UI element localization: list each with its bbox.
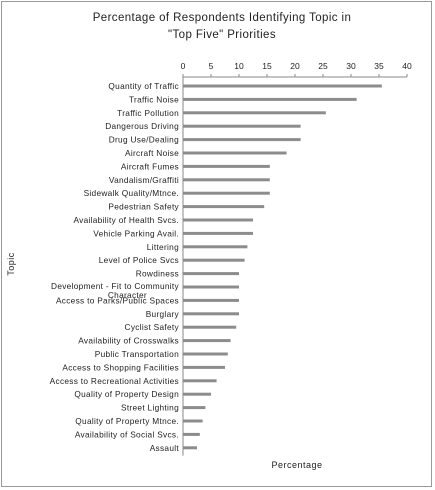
category-label: Quantity of Traffic [108, 81, 179, 91]
plot-area: 0 5 10 15 20 25 30 35 40 Quantity of Traffic Traff… [50, 61, 412, 456]
x-tick-label: 15 [262, 61, 272, 71]
chart-title-line-2: "Top Five" Priorities [168, 29, 276, 41]
category-label: Burglary [146, 309, 180, 319]
x-tick-label: 0 [181, 61, 186, 71]
x-tick-label: 35 [374, 61, 384, 71]
category-label: Access to Parks/Public Spaces [56, 295, 179, 305]
category-label: Aircraft Fumes [121, 161, 179, 171]
bar [183, 258, 245, 262]
category-label: Availability of Social Svcs. [75, 429, 179, 439]
category-label: Littering [147, 242, 179, 252]
bar [183, 325, 237, 329]
bar [183, 178, 270, 182]
bar [183, 419, 203, 423]
category-label: Traffic Pollution [117, 108, 179, 118]
category-label: Access to Shopping Facilities [62, 362, 179, 372]
category-label: Vehicle Parking Avail. [93, 228, 179, 238]
chart-title-line-1: Percentage of Respondents Identifying To… [93, 12, 352, 24]
bar [183, 191, 270, 195]
category-label: Aircraft Noise [125, 148, 179, 158]
bar [183, 379, 217, 383]
category-label: Traffic Noise [129, 94, 179, 104]
category-label: Rowdiness [136, 269, 179, 279]
x-tick-label: 30 [346, 61, 356, 71]
category-label: Dangerous Driving [105, 121, 179, 131]
bar [183, 406, 206, 410]
x-tick-label: 20 [290, 61, 300, 71]
bar [183, 218, 253, 222]
bar [183, 205, 265, 209]
category-label: Assault [150, 443, 180, 453]
x-tick-label: 25 [318, 61, 328, 71]
category-label: Street Lighting [121, 403, 179, 413]
bar [183, 164, 270, 168]
bar [183, 272, 239, 276]
category-label: Pedestrian Safety [108, 202, 179, 212]
bar [183, 138, 301, 142]
bar [183, 392, 211, 396]
bar [183, 432, 200, 436]
category-label: Level of Police Svcs [99, 255, 179, 265]
bar [183, 312, 239, 316]
bar [183, 97, 357, 101]
category-label: Drug Use/Dealing [109, 135, 179, 145]
category-label: Sidewalk Quality/Mtnce. [84, 188, 179, 198]
category-label: Public Transportation [95, 349, 179, 359]
bar [183, 339, 231, 343]
bar [183, 124, 301, 128]
bar [183, 365, 225, 369]
category-label: Availability of Crosswalks [78, 336, 179, 346]
bar [183, 298, 239, 302]
category-label: Development - Fit to Community Character [51, 281, 180, 300]
bar [183, 245, 248, 249]
y-axis-label: Topic [6, 252, 16, 276]
x-tick-label: 5 [209, 61, 214, 71]
bar [183, 84, 382, 88]
category-label: Vandalism/Graffiti [109, 175, 179, 185]
bar [183, 352, 228, 356]
category-label: Access to Recreational Activities [50, 376, 179, 386]
category-label: Availability of Health Svcs. [73, 215, 179, 225]
bar [183, 151, 287, 155]
x-axis-label: Percentage [271, 460, 322, 470]
category-label: Quality of Property Design [74, 389, 179, 399]
bar [183, 285, 239, 289]
x-tick-label: 10 [234, 61, 244, 71]
category-label: Quality of Property Mtnce. [75, 416, 179, 426]
category-label: Cyclist Safety [125, 322, 180, 332]
bar [183, 111, 326, 115]
bar [183, 446, 197, 450]
bar [183, 231, 253, 235]
x-tick-label: 40 [402, 61, 412, 71]
